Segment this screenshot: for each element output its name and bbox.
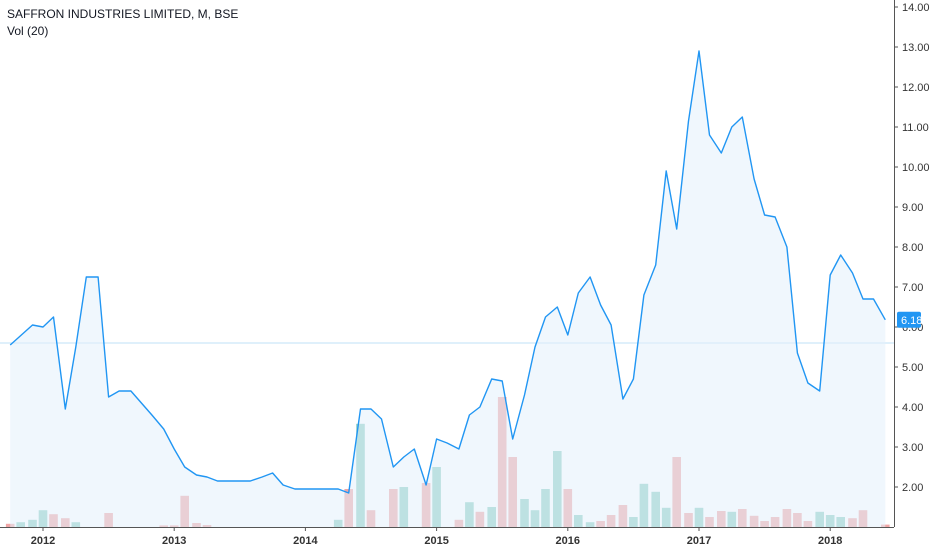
y-tick-label: 12.00 — [902, 82, 930, 94]
y-tick-label: 14.00 — [902, 2, 930, 14]
y-tick-label: 13.00 — [902, 42, 930, 54]
chart-legend: SAFFRON INDUSTRIES LIMITED, M, BSE Vol (… — [7, 6, 238, 40]
x-tick-label: 2012 — [31, 535, 55, 547]
y-tick-label: 4.00 — [902, 402, 923, 414]
y-tick-label: 11.00 — [902, 122, 929, 134]
volume-indicator-label: Vol (20) — [7, 24, 49, 38]
x-tick-label: 2014 — [293, 535, 318, 547]
x-tick-label: 2016 — [556, 535, 580, 547]
x-tick-label: 2013 — [162, 535, 186, 547]
price-series — [9, 50, 886, 527]
y-tick-label: 5.00 — [902, 362, 923, 374]
x-tick-label: 2017 — [687, 535, 711, 547]
x-tick-label: 2015 — [424, 535, 448, 547]
last-price-label: 6.18 — [901, 315, 922, 327]
volume-bar — [881, 524, 890, 527]
symbol-title: SAFFRON INDUSTRIES LIMITED, M, BSE — [7, 7, 239, 21]
y-tick-label: 9.00 — [902, 202, 923, 214]
y-tick-label: 3.00 — [902, 442, 923, 454]
x-tick-label: 2018 — [818, 535, 842, 547]
last-price-badge — [897, 311, 921, 328]
price-line — [9, 50, 886, 494]
y-tick-label: 2.00 — [902, 482, 923, 494]
y-tick-label: 7.00 — [902, 282, 923, 294]
y-tick-label: 10.00 — [902, 162, 930, 174]
y-tick-label: 8.00 — [902, 242, 923, 254]
price-area-fill — [10, 51, 886, 527]
